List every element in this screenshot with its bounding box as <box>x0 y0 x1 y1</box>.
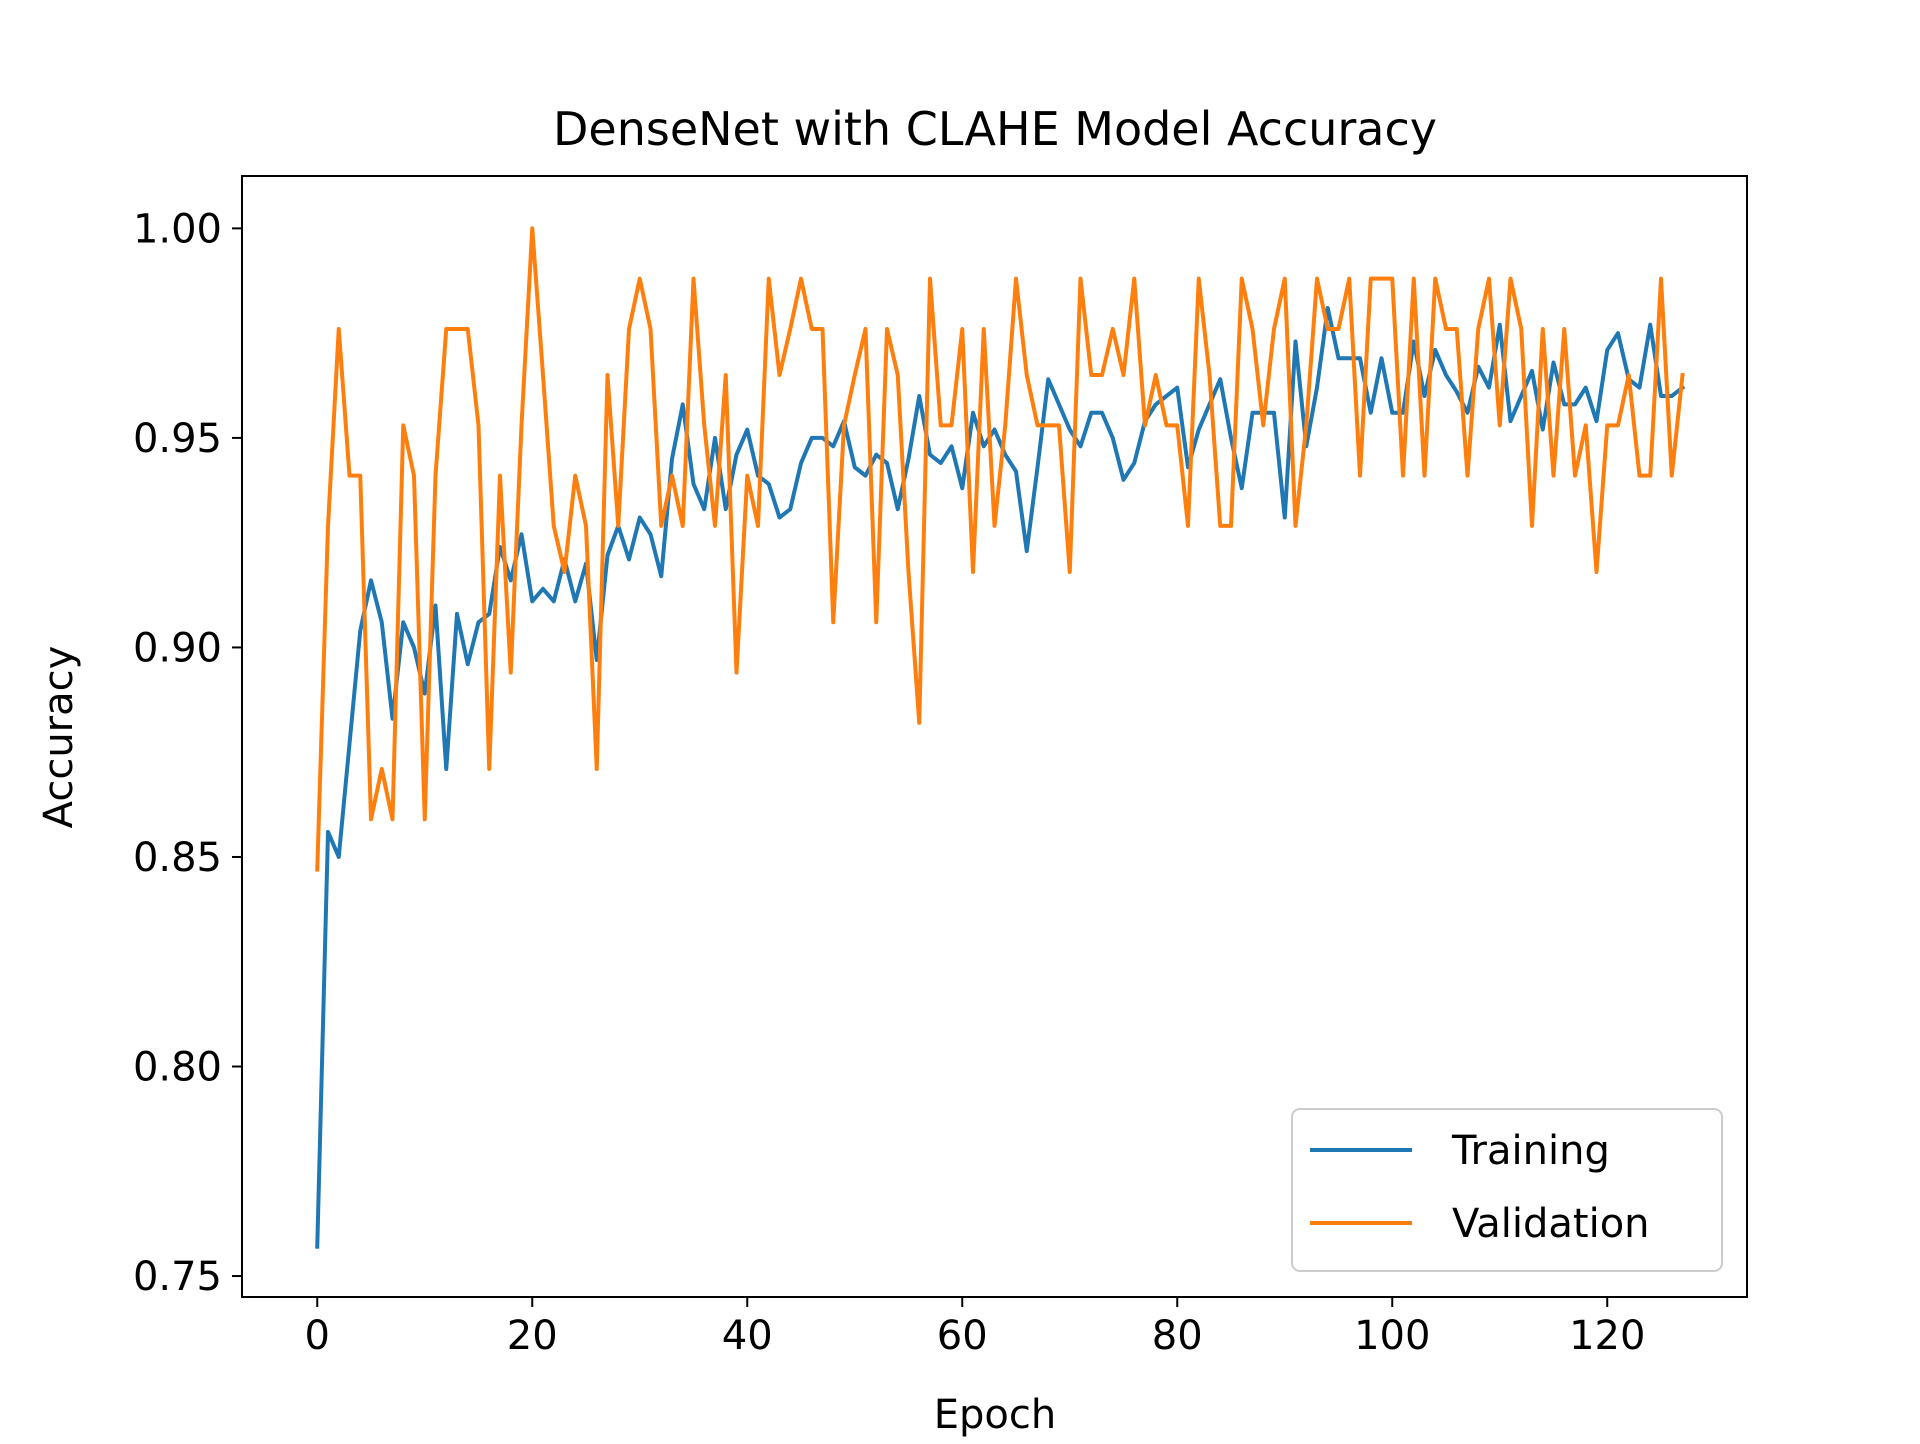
x-tick-label: 120 <box>1569 1313 1645 1359</box>
series-line-validation <box>315 226 1685 872</box>
x-tick-label: 60 <box>937 1313 988 1359</box>
x-tick-label: 40 <box>722 1313 773 1359</box>
plot-frame <box>241 175 1748 1298</box>
series-line-training <box>315 306 1686 1249</box>
y-axis: 0.75 0.80 0.85 0.90 0.95 1.00 <box>133 206 242 1300</box>
legend-label-validation: Validation <box>1452 1201 1650 1247</box>
series-lines <box>315 226 1686 1249</box>
x-axis: 0 20 40 60 80 100 120 <box>305 1297 1645 1359</box>
legend: Training Validation <box>1291 1108 1723 1272</box>
y-tick-label: 0.85 <box>133 835 222 881</box>
y-tick-label: 0.95 <box>133 416 222 462</box>
plot-area <box>241 175 1748 1298</box>
y-axis-label: Accuracy <box>36 646 82 829</box>
y-tick-label: 0.80 <box>133 1045 222 1091</box>
x-tick-label: 0 <box>305 1313 330 1359</box>
x-tick-label: 100 <box>1354 1313 1430 1359</box>
chart-title: DenseNet with CLAHE Model Accuracy <box>553 102 1437 156</box>
legend-label-training: Training <box>1451 1128 1610 1174</box>
y-tick-label: 0.90 <box>133 625 222 671</box>
x-tick-label: 80 <box>1152 1313 1203 1359</box>
y-tick-label: 1.00 <box>133 206 222 252</box>
x-tick-label: 20 <box>507 1313 558 1359</box>
x-axis-label: Epoch <box>934 1392 1056 1438</box>
y-tick-label: 0.75 <box>133 1254 222 1300</box>
